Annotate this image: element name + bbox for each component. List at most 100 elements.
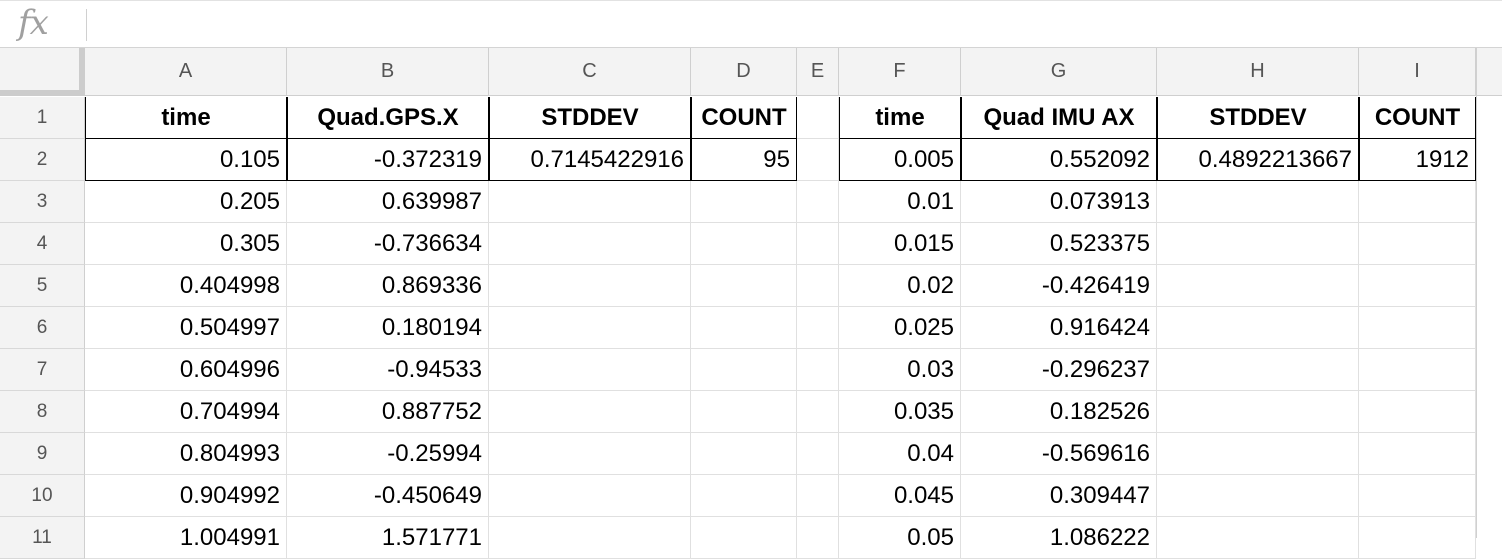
cell-i8[interactable] [1359,391,1476,433]
cell-h1[interactable]: STDDEV [1157,97,1359,139]
cell-b11[interactable]: 1.571771 [287,517,489,559]
cell-d9[interactable] [691,433,797,475]
cell-a7[interactable]: 0.604996 [85,349,287,391]
row-header-4[interactable]: 4 [0,223,85,265]
cell-h3[interactable] [1157,181,1359,223]
row-header-8[interactable]: 8 [0,391,85,433]
cell-g4[interactable]: 0.523375 [961,223,1157,265]
row-header-11[interactable]: 11 [0,517,85,559]
cell-h6[interactable] [1157,307,1359,349]
cell-i3[interactable] [1359,181,1476,223]
cell-b9[interactable]: -0.25994 [287,433,489,475]
cell-i11[interactable] [1359,517,1476,559]
cell-a9[interactable]: 0.804993 [85,433,287,475]
cell-a2[interactable]: 0.105 [85,139,287,181]
cell-c7[interactable] [489,349,691,391]
cell-c9[interactable] [489,433,691,475]
cell-h7[interactable] [1157,349,1359,391]
cell-i9[interactable] [1359,433,1476,475]
cell-b1[interactable]: Quad.GPS.X [287,97,489,139]
cell-e11[interactable] [797,517,839,559]
cell-h10[interactable] [1157,475,1359,517]
cell-c8[interactable] [489,391,691,433]
cell-c11[interactable] [489,517,691,559]
cell-d11[interactable] [691,517,797,559]
cell-b8[interactable]: 0.887752 [287,391,489,433]
cell-d4[interactable] [691,223,797,265]
cell-f5[interactable]: 0.02 [839,265,961,307]
cell-d1[interactable]: COUNT [691,97,797,139]
cell-a3[interactable]: 0.205 [85,181,287,223]
cell-c10[interactable] [489,475,691,517]
cell-g11[interactable]: 1.086222 [961,517,1157,559]
cell-e10[interactable] [797,475,839,517]
row-header-2[interactable]: 2 [0,139,85,181]
cell-f4[interactable]: 0.015 [839,223,961,265]
cell-f3[interactable]: 0.01 [839,181,961,223]
column-header-e[interactable]: E [797,48,839,96]
cell-g5[interactable]: -0.426419 [961,265,1157,307]
cell-i10[interactable] [1359,475,1476,517]
cell-g1[interactable]: Quad IMU AX [961,97,1157,139]
cell-f8[interactable]: 0.035 [839,391,961,433]
cell-f7[interactable]: 0.03 [839,349,961,391]
cell-g6[interactable]: 0.916424 [961,307,1157,349]
cell-b5[interactable]: 0.869336 [287,265,489,307]
cell-i6[interactable] [1359,307,1476,349]
cell-g9[interactable]: -0.569616 [961,433,1157,475]
formula-input[interactable] [96,9,1480,43]
cell-d8[interactable] [691,391,797,433]
cell-g7[interactable]: -0.296237 [961,349,1157,391]
column-header-i[interactable]: I [1359,48,1476,96]
cell-e2[interactable] [797,139,839,181]
column-header-a[interactable]: A [85,48,287,96]
cell-g8[interactable]: 0.182526 [961,391,1157,433]
cell-f1[interactable]: time [839,97,961,139]
cell-e4[interactable] [797,223,839,265]
cell-a11[interactable]: 1.004991 [85,517,287,559]
column-header-b[interactable]: B [287,48,489,96]
cell-i1[interactable]: COUNT [1359,97,1476,139]
cell-a6[interactable]: 0.504997 [85,307,287,349]
cell-e7[interactable] [797,349,839,391]
cell-f6[interactable]: 0.025 [839,307,961,349]
cell-d10[interactable] [691,475,797,517]
cell-h5[interactable] [1157,265,1359,307]
cell-c5[interactable] [489,265,691,307]
cell-c2[interactable]: 0.7145422916 [489,139,691,181]
cell-a4[interactable]: 0.305 [85,223,287,265]
cell-d6[interactable] [691,307,797,349]
cell-e3[interactable] [797,181,839,223]
cell-d3[interactable] [691,181,797,223]
row-header-1[interactable]: 1 [0,97,85,139]
cell-c3[interactable] [489,181,691,223]
cell-e5[interactable] [797,265,839,307]
cell-d2[interactable]: 95 [691,139,797,181]
cell-i2[interactable]: 1912 [1359,139,1476,181]
cell-g10[interactable]: 0.309447 [961,475,1157,517]
column-header-d[interactable]: D [691,48,797,96]
cell-b3[interactable]: 0.639987 [287,181,489,223]
row-header-3[interactable]: 3 [0,181,85,223]
cell-f9[interactable]: 0.04 [839,433,961,475]
row-header-9[interactable]: 9 [0,433,85,475]
cell-e8[interactable] [797,391,839,433]
cell-f11[interactable]: 0.05 [839,517,961,559]
cell-h4[interactable] [1157,223,1359,265]
cell-a10[interactable]: 0.904992 [85,475,287,517]
cell-h8[interactable] [1157,391,1359,433]
column-header-h[interactable]: H [1157,48,1359,96]
row-header-6[interactable]: 6 [0,307,85,349]
cell-b10[interactable]: -0.450649 [287,475,489,517]
cell-c1[interactable]: STDDEV [489,97,691,139]
cell-g3[interactable]: 0.073913 [961,181,1157,223]
cell-d5[interactable] [691,265,797,307]
cell-c6[interactable] [489,307,691,349]
cell-g2[interactable]: 0.552092 [961,139,1157,181]
column-header-c[interactable]: C [489,48,691,96]
column-header-g[interactable]: G [961,48,1157,96]
cell-b4[interactable]: -0.736634 [287,223,489,265]
cell-a8[interactable]: 0.704994 [85,391,287,433]
cell-b2[interactable]: -0.372319 [287,139,489,181]
cell-h11[interactable] [1157,517,1359,559]
